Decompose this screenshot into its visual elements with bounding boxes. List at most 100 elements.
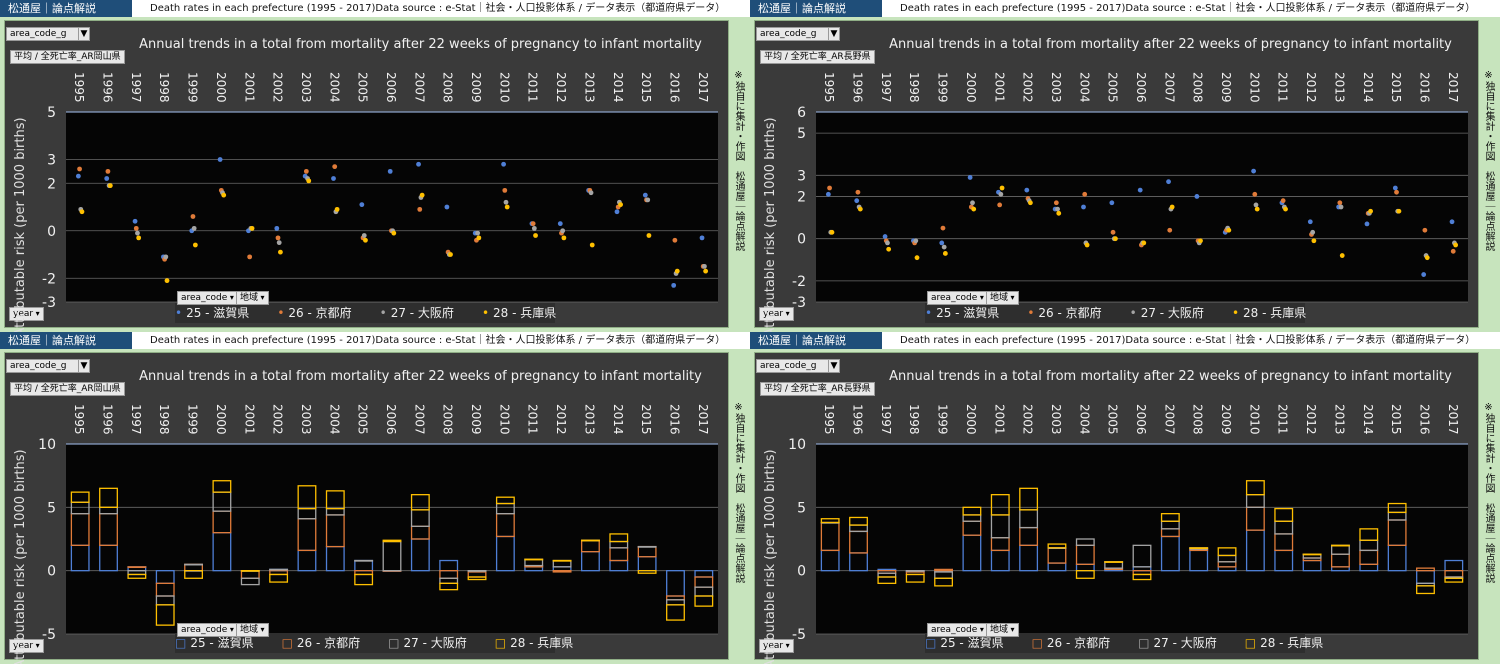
data-point-28[interactable] — [391, 231, 396, 236]
region-dropdown[interactable]: 地域 — [986, 623, 1019, 637]
data-point-25[interactable] — [558, 221, 563, 226]
data-point-28[interactable] — [618, 202, 623, 207]
legend-item-28[interactable]: • 28 - 兵庫県 — [482, 306, 570, 320]
data-point-28[interactable] — [1453, 243, 1458, 248]
data-point-27[interactable] — [362, 233, 367, 238]
data-point-27[interactable] — [998, 192, 1003, 197]
area-code-dropdown[interactable]: area_code — [177, 623, 238, 637]
data-point-26[interactable] — [417, 207, 422, 212]
bar-segment-28[interactable] — [1303, 554, 1321, 555]
data-point-25[interactable] — [1251, 169, 1256, 174]
data-point-28[interactable] — [80, 209, 85, 214]
data-point-26[interactable] — [1167, 228, 1172, 233]
data-point-28[interactable] — [971, 207, 976, 212]
brand-label[interactable]: 松通屋｜論点解説 — [0, 0, 132, 17]
data-point-28[interactable] — [1226, 228, 1231, 233]
data-point-28[interactable] — [306, 178, 311, 183]
data-point-25[interactable] — [331, 176, 336, 181]
data-point-26[interactable] — [531, 221, 536, 226]
data-point-26[interactable] — [332, 164, 337, 169]
data-point-26[interactable] — [997, 202, 1002, 207]
brand-label[interactable]: 松通屋｜論点解説 — [750, 332, 882, 349]
legend-item-25[interactable]: □ 25 - 滋賀県 — [175, 636, 268, 650]
data-point-27[interactable] — [1055, 207, 1060, 212]
data-point-26[interactable] — [1252, 192, 1257, 197]
bar-segment-28[interactable] — [241, 571, 259, 572]
data-point-28[interactable] — [1368, 209, 1373, 214]
data-point-28[interactable] — [278, 250, 283, 255]
data-point-26[interactable] — [1422, 228, 1427, 233]
area-code-dropdown[interactable]: area_code — [177, 291, 238, 305]
bar-segment-28[interactable] — [582, 540, 600, 541]
data-point-28[interactable] — [886, 247, 891, 252]
data-point-26[interactable] — [672, 238, 677, 243]
data-point-25[interactable] — [1421, 272, 1426, 277]
data-point-25[interactable] — [76, 174, 81, 179]
data-point-27[interactable] — [532, 226, 537, 231]
data-point-25[interactable] — [1393, 186, 1398, 191]
data-point-28[interactable] — [1255, 207, 1260, 212]
legend-item-28[interactable]: □ 28 - 兵庫県 — [1245, 636, 1338, 650]
data-point-28[interactable] — [590, 243, 595, 248]
bar-segment-28[interactable] — [525, 559, 543, 560]
data-point-25[interactable] — [671, 283, 676, 288]
bar-segment-27[interactable] — [185, 564, 203, 565]
data-point-25[interactable] — [968, 175, 973, 180]
data-point-25[interactable] — [854, 198, 859, 203]
bar-segment-26[interactable] — [553, 571, 571, 572]
data-point-28[interactable] — [193, 243, 198, 248]
data-point-25[interactable] — [1138, 188, 1143, 193]
bar-segment-28[interactable] — [1105, 562, 1123, 563]
legend-item-28[interactable]: • 28 - 兵庫県 — [1232, 306, 1320, 320]
data-point-27[interactable] — [560, 228, 565, 233]
bar-segment-28[interactable] — [1332, 545, 1350, 546]
legend-item-27[interactable]: □ 27 - 大阪府 — [1138, 636, 1231, 650]
data-point-28[interactable] — [221, 193, 226, 198]
area-code-dropdown[interactable]: area_code — [927, 291, 988, 305]
data-point-27[interactable] — [1339, 205, 1344, 210]
data-point-25[interactable] — [274, 226, 279, 231]
data-point-25[interactable] — [444, 205, 449, 210]
data-point-28[interactable] — [1198, 238, 1203, 243]
bar-segment-27[interactable] — [270, 569, 288, 570]
data-point-26[interactable] — [1054, 200, 1059, 205]
data-point-25[interactable] — [1024, 188, 1029, 193]
data-point-26[interactable] — [827, 186, 832, 191]
data-point-27[interactable] — [277, 240, 282, 245]
data-point-27[interactable] — [913, 238, 918, 243]
data-point-26[interactable] — [1337, 200, 1342, 205]
data-point-28[interactable] — [136, 235, 141, 240]
data-point-26[interactable] — [247, 254, 252, 259]
data-point-25[interactable] — [1109, 200, 1114, 205]
data-point-25[interactable] — [388, 169, 393, 174]
data-point-25[interactable] — [643, 193, 648, 198]
region-dropdown[interactable]: 地域 — [236, 291, 269, 305]
bar-segment-28[interactable] — [1190, 548, 1208, 549]
data-point-27[interactable] — [645, 197, 650, 202]
data-point-28[interactable] — [1311, 238, 1316, 243]
data-point-28[interactable] — [335, 207, 340, 212]
data-point-27[interactable] — [475, 231, 480, 236]
bar-segment-26[interactable] — [128, 567, 146, 568]
data-point-26[interactable] — [856, 190, 861, 195]
bar-segment-27[interactable] — [355, 561, 373, 562]
data-point-26[interactable] — [134, 226, 139, 231]
data-point-28[interactable] — [1113, 236, 1118, 241]
area-code-dropdown[interactable]: area_code — [927, 623, 988, 637]
data-point-26[interactable] — [276, 235, 281, 240]
legend-item-26[interactable]: • 26 - 京都府 — [277, 306, 365, 320]
data-point-28[interactable] — [675, 269, 680, 274]
data-point-26[interactable] — [1082, 192, 1087, 197]
data-point-28[interactable] — [1397, 209, 1402, 214]
data-point-26[interactable] — [106, 169, 111, 174]
data-point-28[interactable] — [1283, 207, 1288, 212]
data-point-28[interactable] — [108, 183, 113, 188]
data-point-28[interactable] — [915, 255, 920, 260]
data-point-27[interactable] — [1310, 230, 1315, 235]
data-point-26[interactable] — [77, 167, 82, 172]
data-point-26[interactable] — [1111, 230, 1116, 235]
legend-item-26[interactable]: □ 26 - 京都府 — [282, 636, 375, 650]
legend-item-26[interactable]: • 26 - 京都府 — [1027, 306, 1115, 320]
data-point-26[interactable] — [941, 226, 946, 231]
data-point-26[interactable] — [1451, 249, 1456, 254]
